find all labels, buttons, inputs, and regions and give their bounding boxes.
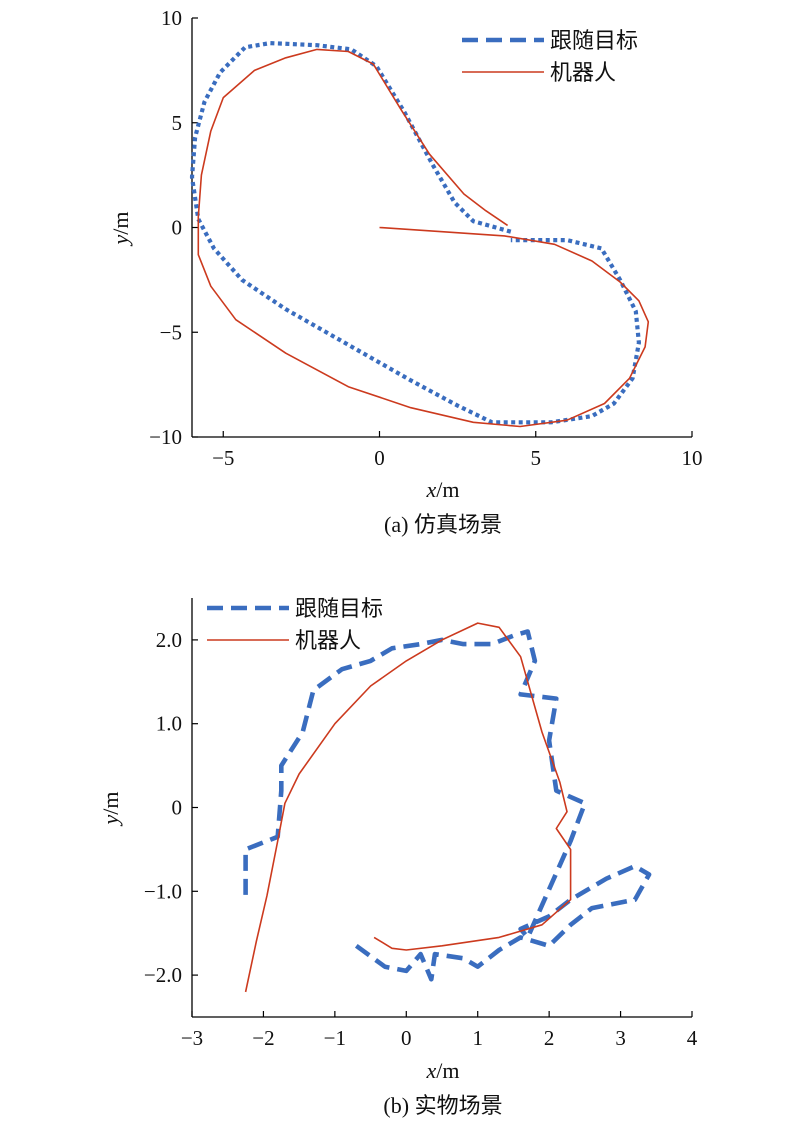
legend-label-robot: 机器人 xyxy=(295,629,361,654)
chart-b-y-tick-label: 0 xyxy=(172,796,183,820)
chart-b-xlabel: x/m xyxy=(426,1058,460,1083)
chart-a-y-tick-label: 0 xyxy=(172,216,183,240)
chart-b-x-tick-label: 2 xyxy=(544,1026,555,1050)
chart-b-y-tick-label: 2.0 xyxy=(156,628,182,652)
chart-a-y-tick-label: 10 xyxy=(161,6,182,30)
chart-a-ylabel: y/m xyxy=(108,212,133,247)
chart-a-y-tick-label: 5 xyxy=(172,111,183,135)
chart-b-x-tick-label: −1 xyxy=(324,1026,346,1050)
chart-b-ylabel: y/m xyxy=(98,792,123,827)
chart-a-x-tick-label: −5 xyxy=(212,446,234,470)
chart-a-caption: (a) 仿真场景 xyxy=(384,512,502,537)
chart-b-x-tick-label: 1 xyxy=(472,1026,483,1050)
chart-a-series-target-line xyxy=(189,41,641,425)
chart-b-y-tick-label: −1.0 xyxy=(144,879,182,903)
chart-a-series-robot-line xyxy=(197,48,650,428)
chart-a-x-tick-label: 5 xyxy=(531,446,542,470)
chart-b-series-robot-line xyxy=(244,622,572,993)
legend-label-target: 跟随目标 xyxy=(295,597,383,622)
chart-a-x-tick-label: 0 xyxy=(374,446,385,470)
chart-a-y-tick-label: −5 xyxy=(160,320,182,344)
chart-b-x-tick-label: 3 xyxy=(615,1026,626,1050)
chart-a-x-tick-label: 10 xyxy=(682,446,703,470)
chart-b-y-tick-label: 1.0 xyxy=(156,712,182,736)
chart-b-series-target-line xyxy=(243,629,652,982)
chart-b-x-tick-label: −2 xyxy=(252,1026,274,1050)
chart-a-y-tick-label: −10 xyxy=(149,425,182,449)
chart-b-caption: (b) 实物场景 xyxy=(383,1093,502,1118)
legend-label-target: 跟随目标 xyxy=(550,29,638,54)
chart-b-x-tick-label: −3 xyxy=(181,1026,203,1050)
chart-a-xlabel: x/m xyxy=(426,477,460,502)
legend-label-robot: 机器人 xyxy=(550,61,616,86)
chart-b-x-tick-label: 4 xyxy=(687,1026,698,1050)
chart-b-y-tick-label: −2.0 xyxy=(144,963,182,987)
chart-b-x-tick-label: 0 xyxy=(401,1026,412,1050)
